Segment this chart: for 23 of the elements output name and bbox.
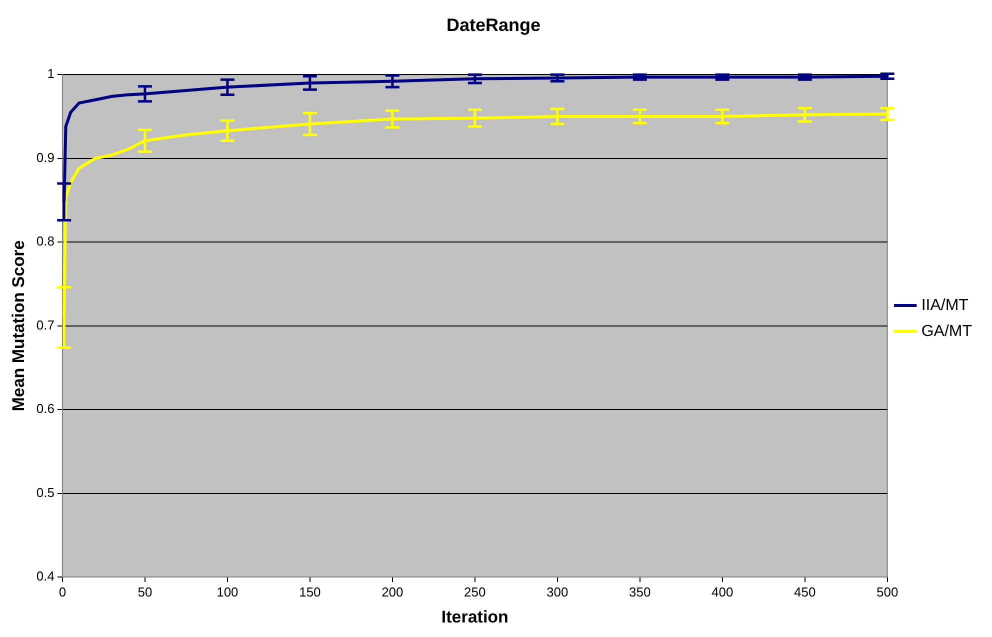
legend-label: GA/MT <box>921 322 972 340</box>
y-tick-label: 0.9 <box>36 150 54 165</box>
chart-title: DateRange <box>446 14 541 35</box>
x-tick-label: 400 <box>712 584 734 600</box>
x-tick-label: 450 <box>794 584 816 600</box>
x-tick-label: 300 <box>546 584 568 600</box>
x-tick-label: 0 <box>58 584 66 600</box>
x-tick-label: 50 <box>138 584 152 600</box>
legend-label: IIA/MT <box>921 296 969 314</box>
y-tick-label: 1 <box>47 66 54 82</box>
y-tick-label: 0.6 <box>36 401 54 416</box>
x-tick-label: 150 <box>299 584 321 600</box>
y-tick-label: 0.8 <box>36 234 54 249</box>
y-tick-label: 0.5 <box>36 484 54 500</box>
y-tick-label: 0.7 <box>36 317 54 332</box>
x-tick-label: 500 <box>876 584 898 600</box>
x-axis-title: Iteration <box>441 607 508 626</box>
x-tick-label: 250 <box>464 584 486 600</box>
y-axis-title: Mean Mutation Score <box>8 240 28 412</box>
y-tick-label: 0.4 <box>36 568 54 584</box>
x-tick-label: 100 <box>216 584 238 600</box>
x-tick-label: 200 <box>382 584 404 600</box>
x-tick-label: 350 <box>629 584 651 600</box>
